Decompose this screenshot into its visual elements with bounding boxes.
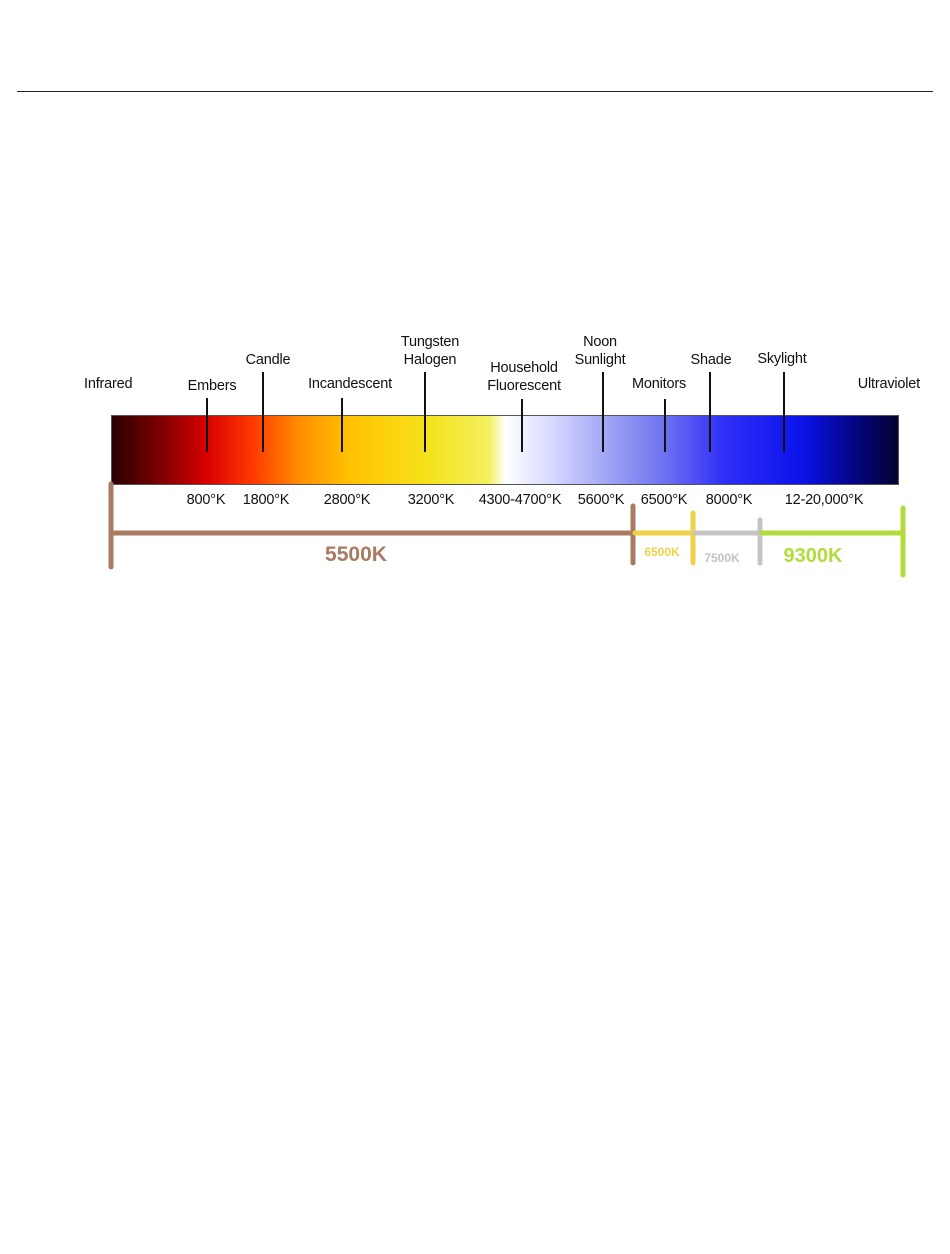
range-label-5500k: 5500K xyxy=(325,543,387,566)
temp-incandescent: 2800°K xyxy=(323,492,371,508)
color-temperature-spectrum-bar xyxy=(111,415,899,485)
tick-noon-sunlight xyxy=(602,372,604,452)
tick-incandescent xyxy=(341,398,343,452)
tick-tungsten-halogen xyxy=(424,372,426,452)
bracket-9300k xyxy=(759,505,906,578)
range-label-9300k: 9300K xyxy=(783,545,843,567)
label-household-fluorescent: Household Fluorescent xyxy=(487,360,561,394)
tick-embers xyxy=(206,398,208,452)
range-label-6500k: 6500K xyxy=(644,545,680,559)
label-candle: Candle xyxy=(245,352,291,368)
label-noon-sunlight: Noon Sunlight xyxy=(574,334,626,368)
label-skylight: Skylight xyxy=(757,351,807,367)
label-monitors: Monitors xyxy=(632,376,686,392)
temp-monitors: 6500°K xyxy=(640,492,688,508)
label-incandescent: Incandescent xyxy=(308,376,392,392)
tick-household-fluorescent xyxy=(521,399,523,452)
temp-household-fluorescent: 4300-4700°K xyxy=(478,492,562,508)
temp-candle: 1800°K xyxy=(242,492,290,508)
label-tungsten-halogen: Tungsten Halogen xyxy=(400,334,460,368)
label-embers: Embers xyxy=(187,378,237,394)
tick-shade xyxy=(709,372,711,452)
tick-candle xyxy=(262,372,264,452)
bracket-6500k xyxy=(632,510,696,566)
temp-tungsten-halogen: 3200°K xyxy=(407,492,455,508)
label-ultraviolet: Ultraviolet xyxy=(857,376,920,392)
temp-noon-sunlight: 5600°K xyxy=(577,492,625,508)
temp-embers: 800°K xyxy=(186,492,226,508)
top-rule xyxy=(17,91,933,92)
bracket-7500k xyxy=(692,517,763,566)
label-shade: Shade xyxy=(690,352,732,368)
tick-monitors xyxy=(664,399,666,452)
temp-shade: 8000°K xyxy=(705,492,753,508)
temp-skylight: 12-20,000°K xyxy=(784,492,864,508)
range-label-7500k: 7500K xyxy=(704,551,740,565)
tick-skylight xyxy=(783,372,785,452)
label-infrared: Infrared xyxy=(84,376,133,392)
